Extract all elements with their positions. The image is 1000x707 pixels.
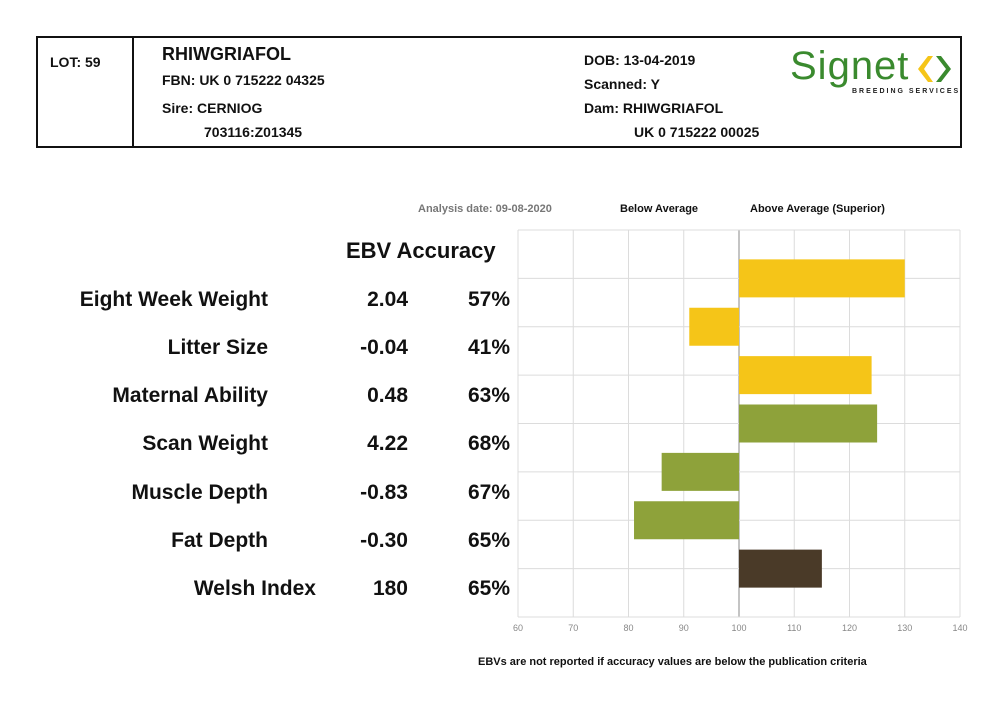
x-tick-label: 120 bbox=[842, 623, 857, 633]
x-tick-label: 70 bbox=[568, 623, 578, 633]
lot-number: LOT: 59 bbox=[50, 54, 101, 70]
dam-id: UK 0 715222 00025 bbox=[634, 124, 760, 140]
ebv-bar bbox=[739, 404, 878, 443]
trait-label: Eight Week Weight bbox=[79, 288, 268, 311]
x-tick-label: 130 bbox=[897, 623, 912, 633]
ebv-value: -0.04 bbox=[360, 336, 408, 359]
trait-label: Muscle Depth bbox=[131, 481, 268, 504]
accuracy-value: 57% bbox=[467, 288, 510, 311]
ebv-value: 2.04 bbox=[367, 288, 408, 311]
accuracy-value: 63% bbox=[467, 384, 510, 407]
logo-subtitle: BREEDING SERVICES bbox=[852, 88, 961, 95]
trait-label: Scan Weight bbox=[142, 432, 268, 455]
accuracy-value: 65% bbox=[467, 529, 510, 552]
accuracy-value: 65% bbox=[467, 577, 510, 600]
ebv-value: -0.83 bbox=[360, 481, 408, 504]
trait-label: Fat Depth bbox=[171, 529, 268, 552]
x-tick-label: 140 bbox=[952, 623, 967, 633]
ebv-value: 0.48 bbox=[367, 384, 408, 407]
x-tick-label: 100 bbox=[731, 623, 746, 633]
logo-chevron-icon bbox=[918, 56, 951, 82]
ebv-accuracy-heading: EBV Accuracy bbox=[346, 238, 496, 263]
accuracy-value: 41% bbox=[467, 336, 510, 359]
below-average-label: Below Average bbox=[620, 203, 699, 215]
dob: DOB: 13-04-2019 bbox=[584, 52, 696, 68]
analysis-date: Analysis date: 09-08-2020 bbox=[418, 203, 552, 215]
ebv-bar bbox=[689, 307, 739, 346]
sire-id: 703116:Z01345 bbox=[204, 124, 303, 140]
trait-label: Welsh Index bbox=[193, 577, 316, 600]
x-tick-label: 80 bbox=[623, 623, 633, 633]
logo-wordmark: Signet bbox=[790, 44, 910, 88]
x-tick-label: 60 bbox=[513, 623, 523, 633]
trait-label: Litter Size bbox=[167, 336, 268, 359]
lot-cell: LOT: 59 bbox=[38, 38, 134, 146]
accuracy-value: 67% bbox=[467, 481, 510, 504]
signet-logo: Signet BREEDING SERVICES bbox=[790, 44, 958, 100]
ebv-bar bbox=[739, 356, 872, 395]
ebv-bar bbox=[634, 501, 739, 540]
ebv-value: 180 bbox=[372, 577, 408, 600]
ebv-bar bbox=[661, 452, 739, 491]
animal-header: LOT: 59 RHIWGRIAFOL FBN: UK 0 715222 043… bbox=[36, 36, 962, 148]
ebv-bar bbox=[739, 259, 905, 298]
fbn: FBN: UK 0 715222 04325 bbox=[162, 72, 325, 88]
sire: Sire: CERNIOG bbox=[162, 100, 263, 116]
above-average-label: Above Average (Superior) bbox=[750, 203, 885, 215]
scanned: Scanned: Y bbox=[584, 76, 660, 92]
x-tick-label: 110 bbox=[787, 623, 801, 633]
footnote: EBVs are not reported if accuracy values… bbox=[478, 656, 867, 668]
accuracy-value: 68% bbox=[467, 432, 510, 455]
ebv-value: -0.30 bbox=[360, 529, 408, 552]
x-tick-label: 90 bbox=[679, 623, 689, 633]
animal-name: RHIWGRIAFOL bbox=[162, 44, 291, 64]
ebv-value: 4.22 bbox=[367, 432, 408, 455]
ebv-bar bbox=[739, 549, 822, 588]
trait-label: Maternal Ability bbox=[112, 384, 268, 407]
dam: Dam: RHIWGRIAFOL bbox=[584, 100, 724, 116]
